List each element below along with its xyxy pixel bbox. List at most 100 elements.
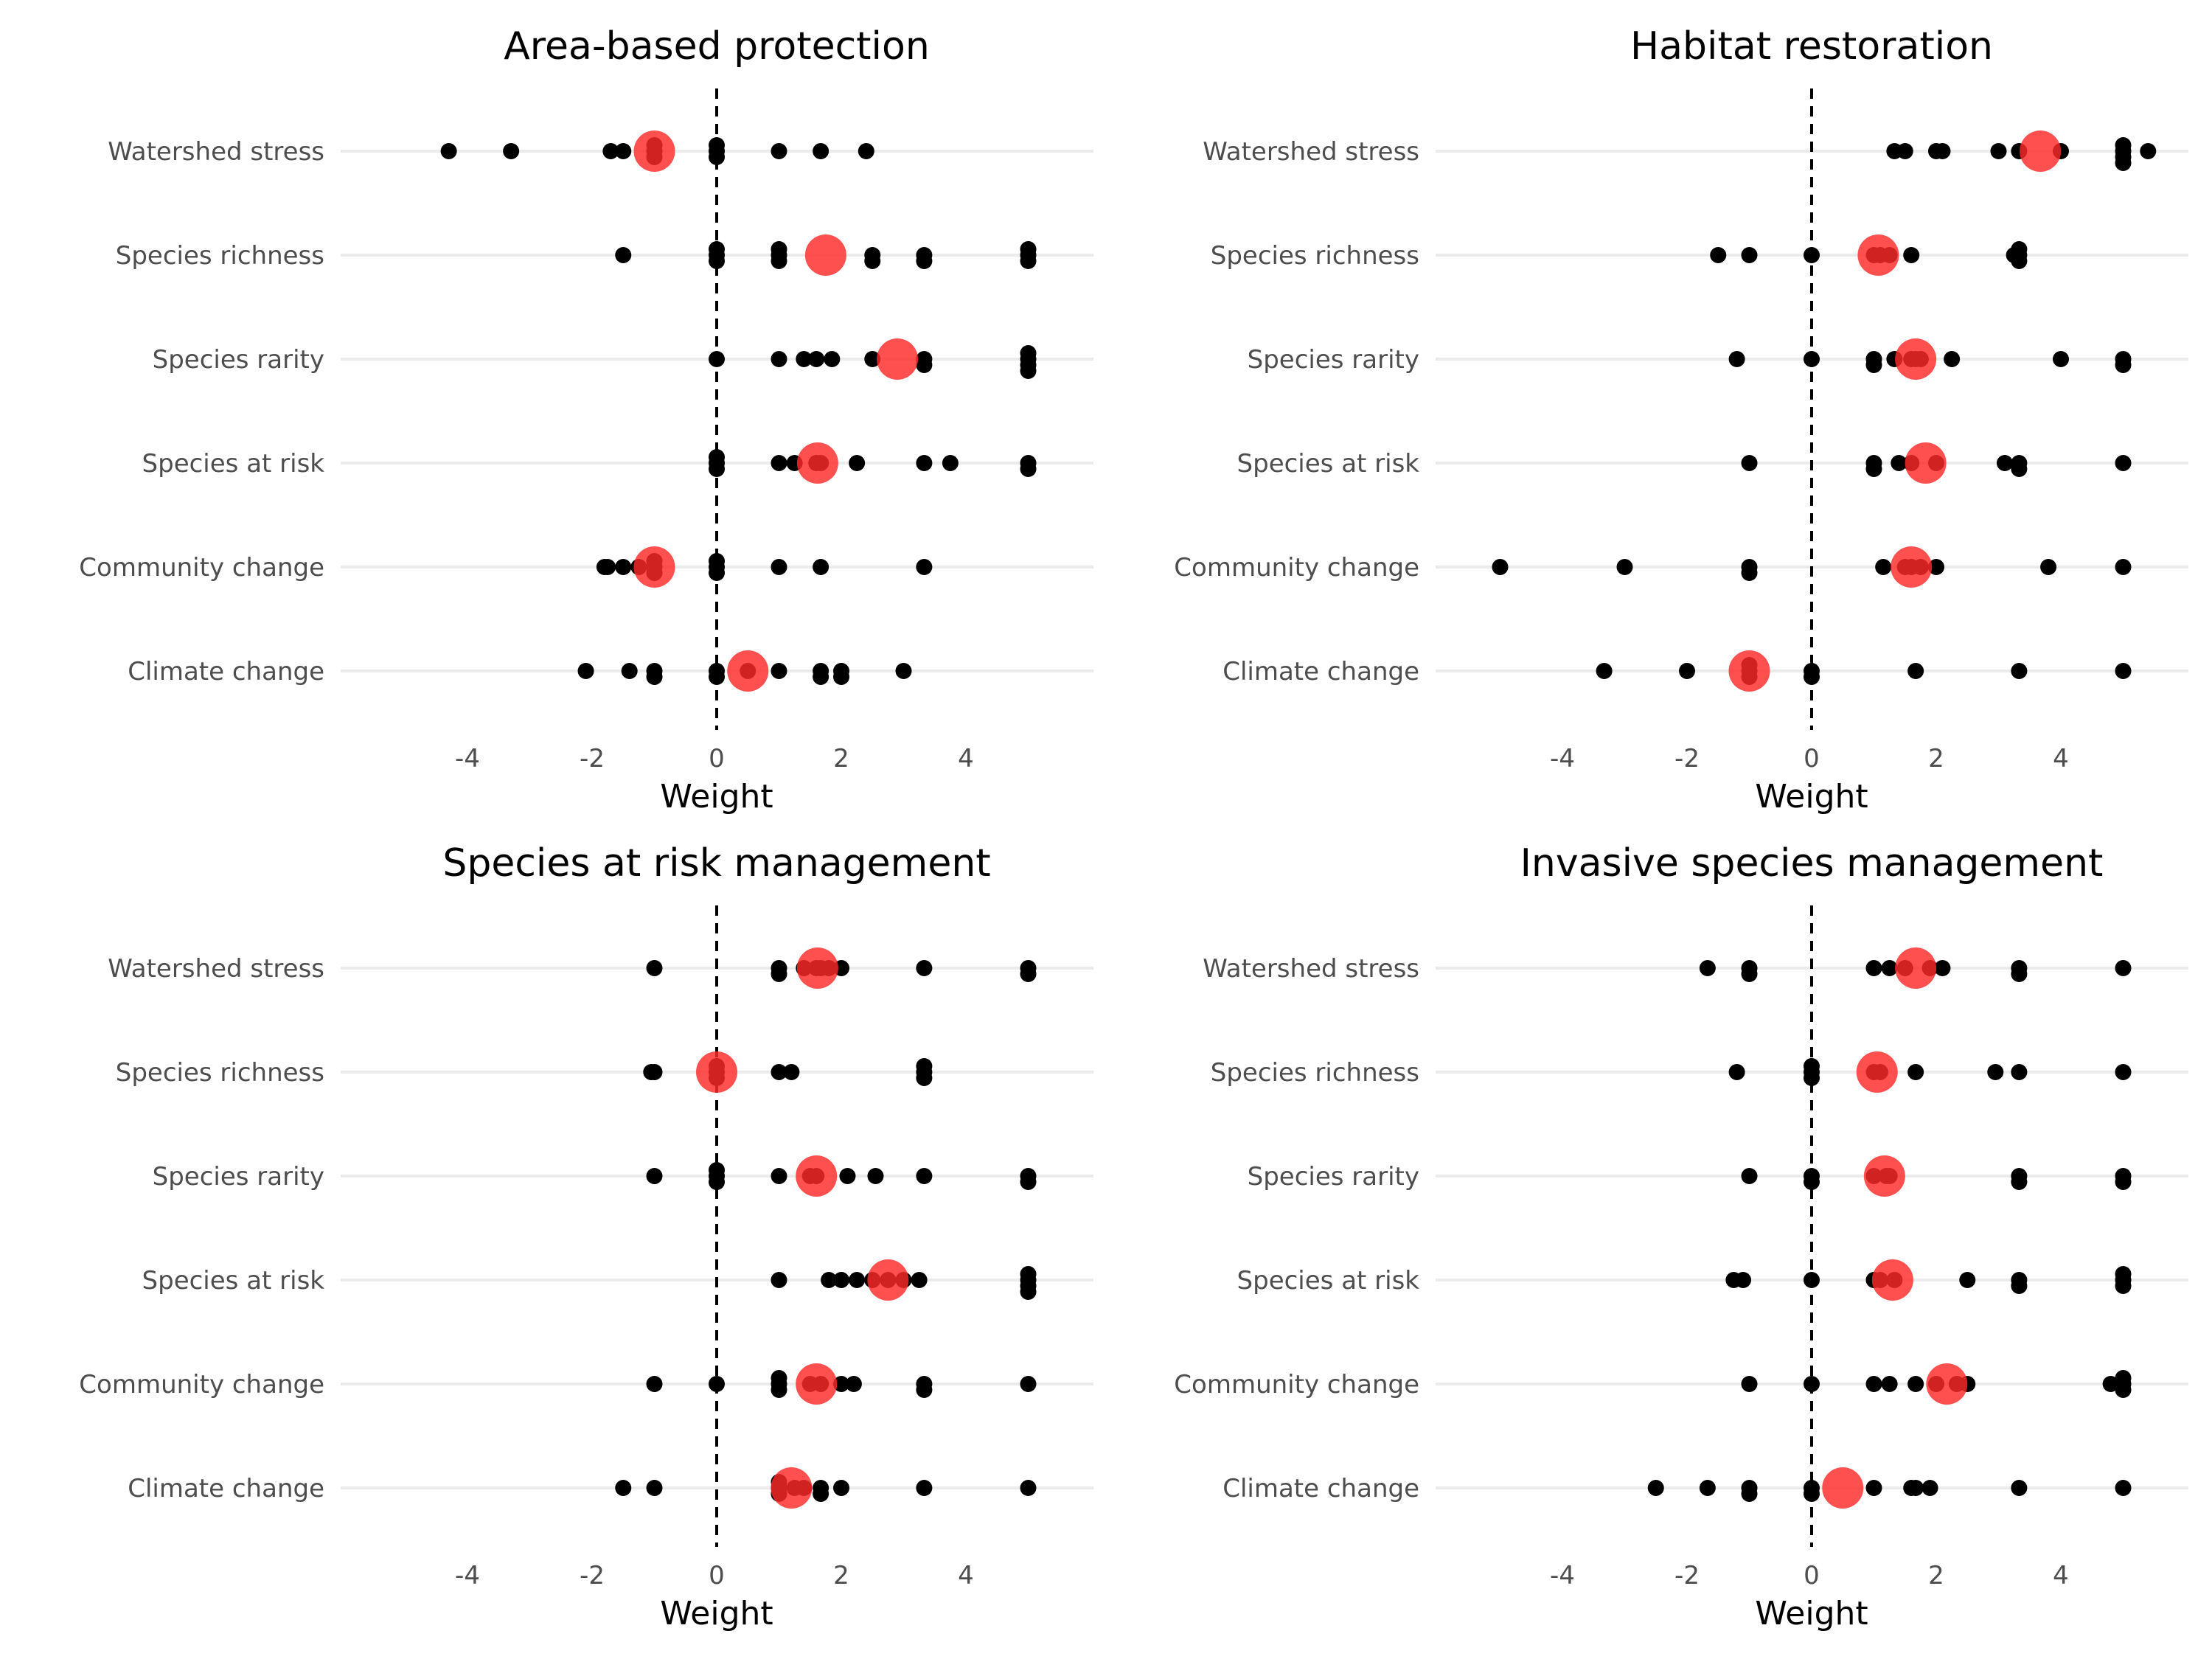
data-point [771,1272,787,1288]
data-point [1991,143,2007,159]
data-point [1804,1376,1820,1392]
mean-point [805,234,846,276]
data-point [709,449,725,465]
data-point [1866,461,1882,477]
x-tick-label: 2 [1928,1561,1944,1590]
x-tick-label: -2 [580,744,605,773]
data-point [813,143,829,159]
data-point [916,1382,932,1398]
category-label-species-at-risk: Species at risk [1237,449,1420,479]
mean-point [1729,650,1770,692]
data-point [1617,559,1633,575]
panel-invasive-species-management: Invasive species managementWatershed str… [1174,841,2188,1632]
data-point [2011,1278,2027,1294]
category-label-species-rarity: Species rarity [153,345,324,375]
category-label-species-rarity: Species rarity [1248,345,1419,375]
data-point [849,1272,865,1288]
data-point [2011,663,2027,679]
data-point [771,241,787,257]
mean-point [1857,234,1899,276]
data-point [709,1162,725,1178]
category-label-species-at-risk: Species at risk [142,449,325,479]
mean-point [1895,947,1936,989]
mean-point [1891,546,1932,588]
data-point [615,143,631,159]
x-tick-label: -4 [455,744,480,773]
mean-point [1872,1259,1913,1301]
category-label-species-richness: Species richness [1211,241,1419,271]
data-point [916,357,932,373]
data-point [622,663,638,679]
data-point [1700,1480,1716,1496]
data-point [771,1370,787,1386]
x-axis-title: Weight [660,778,773,815]
category-label-climate-change: Climate change [128,657,324,686]
data-point [1907,1376,1924,1392]
data-point [2115,455,2132,471]
x-axis-title: Weight [1755,778,1868,815]
data-point [916,1058,932,1074]
panel-habitat-restoration: Habitat restorationWatershed stressSpeci… [1174,24,2188,815]
data-point [864,253,880,269]
mean-point [1857,1051,1898,1093]
data-point [1804,247,1820,263]
x-tick-label: 0 [1804,1561,1820,1590]
mean-point [634,131,675,172]
mean-point [771,1467,812,1509]
category-label-watershed-stress: Watershed stress [1203,137,1419,167]
mean-point [1905,442,1947,484]
data-point [597,559,613,575]
data-point [783,1064,799,1080]
data-point [1742,1486,1758,1502]
data-point [709,1376,725,1392]
data-point [813,669,829,685]
mean-point [1864,1155,1905,1197]
category-label-watershed-stress: Watershed stress [1203,954,1419,984]
data-point [1944,351,1960,367]
data-point [2011,1064,2027,1080]
category-label-climate-change: Climate change [1222,1474,1419,1503]
data-point [1596,663,1613,679]
data-point [709,241,725,257]
x-tick-label: 2 [833,1561,849,1590]
panel-title: Species at risk management [442,841,990,886]
panel-title: Area-based protection [504,24,930,69]
data-point [1492,559,1509,575]
data-point [709,351,725,367]
mean-point [796,1155,837,1197]
data-point [2115,960,2132,976]
data-point [1922,1480,1938,1496]
x-tick-label: -4 [1550,1561,1575,1590]
x-tick-label: 0 [1804,744,1820,773]
data-point [1866,960,1882,976]
data-point [615,247,631,263]
mean-point [634,546,675,588]
data-point [1020,1480,1037,1496]
data-point [911,1272,928,1288]
data-point [1729,351,1745,367]
data-point [1804,1174,1820,1190]
data-point [771,1168,787,1184]
data-point [771,559,787,575]
data-point [1020,1284,1037,1300]
data-point [647,1376,663,1392]
data-point [578,663,594,679]
data-point [833,1480,849,1496]
x-tick-label: -2 [580,1561,605,1590]
data-point [1875,559,1891,575]
mean-point [797,442,838,484]
data-point [709,137,725,153]
data-point [1735,1272,1751,1288]
category-label-species-richness: Species richness [116,1058,324,1088]
x-axis-title: Weight [1755,1595,1868,1632]
data-point [771,663,787,679]
data-point [833,669,849,685]
data-point [2040,559,2056,575]
data-point [839,1168,855,1184]
data-point [1742,966,1758,982]
data-point [1710,247,1726,263]
data-point [1742,565,1758,581]
data-point [2011,966,2027,982]
x-tick-label: 4 [2053,744,2069,773]
data-point [1700,960,1716,976]
